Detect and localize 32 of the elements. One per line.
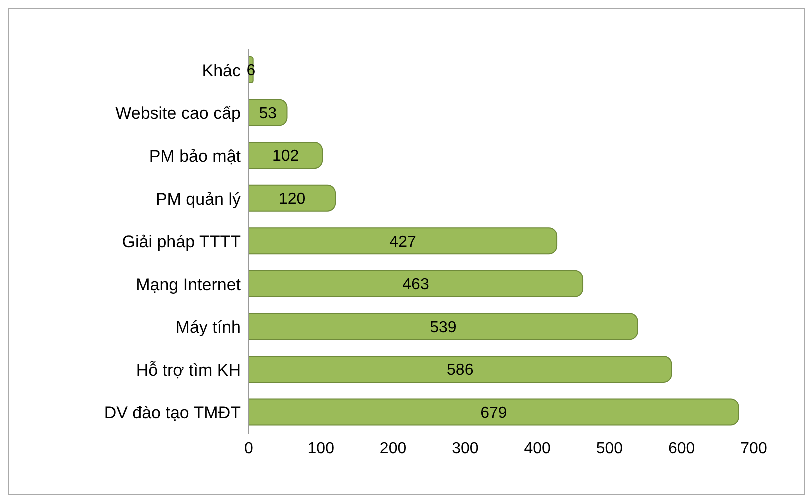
bar <box>249 228 558 255</box>
y-tick-label: Giải pháp TTTT <box>122 232 241 252</box>
data-label: 463 <box>402 276 430 294</box>
y-tick-label: PM bảo mật <box>149 146 242 166</box>
x-tick-label: 0 <box>244 440 254 458</box>
data-label: 679 <box>480 404 508 422</box>
data-label: 53 <box>259 105 278 122</box>
bar <box>249 313 638 340</box>
y-tick-label: Khác <box>202 61 242 80</box>
bar <box>249 184 336 212</box>
x-tick-label: 600 <box>668 440 696 458</box>
y-tick-label: Hỗ trợ tìm KH <box>136 360 241 380</box>
bar <box>249 356 672 383</box>
data-label: 539 <box>430 319 457 336</box>
y-tick-label: DV đào tạo TMĐT <box>104 404 241 423</box>
x-tick-label: 300 <box>452 440 479 458</box>
x-tick-label: 500 <box>596 440 624 458</box>
data-label: 120 <box>278 191 306 208</box>
data-label: 586 <box>447 362 474 380</box>
data-label: 427 <box>390 234 416 251</box>
y-tick-label: Mạng Internet <box>136 275 242 294</box>
x-tick-label: 400 <box>524 440 552 458</box>
bar <box>249 270 584 298</box>
y-tick-label: PM quản lý <box>156 190 242 209</box>
data-label: 102 <box>272 148 300 166</box>
bar <box>249 398 740 426</box>
y-tick-label: Website cao cấp <box>116 104 241 124</box>
x-tick-label: 700 <box>740 440 768 458</box>
bar <box>249 142 324 170</box>
y-tick-label: Máy tính <box>176 318 241 338</box>
x-tick-label: 100 <box>308 440 335 458</box>
x-tick-label: 200 <box>380 440 407 458</box>
